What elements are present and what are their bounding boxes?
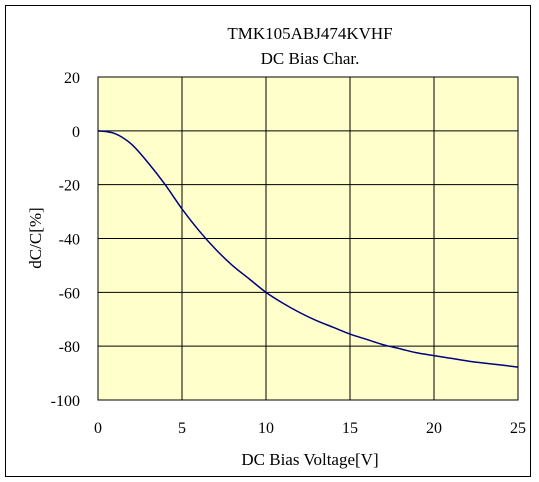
chart-subtitle: DC Bias Char. <box>261 49 360 68</box>
x-tick-label: 0 <box>94 420 102 437</box>
y-axis-label: dC/C[%] <box>26 207 45 268</box>
x-tick-label: 20 <box>426 420 442 437</box>
x-tick-label: 10 <box>258 420 274 437</box>
plot-border <box>97 76 519 401</box>
y-tick-label: -100 <box>51 393 80 410</box>
y-tick-label: 20 <box>64 70 80 87</box>
x-tick-label: 5 <box>178 420 186 437</box>
x-tick-label: 25 <box>510 420 526 437</box>
y-tick-label: -60 <box>59 285 80 302</box>
y-tick-label: 0 <box>72 124 80 141</box>
y-tick-label: -80 <box>59 339 80 356</box>
tick-labels: 0 5 10 15 20 25 20 0 -20 -40 -60 -80 -100 <box>51 70 526 437</box>
y-tick-label: -20 <box>59 178 80 195</box>
chart-title: TMK105ABJ474KVHF <box>227 24 392 43</box>
y-tick-label: -40 <box>59 232 80 249</box>
x-axis-label: DC Bias Voltage[V] <box>241 450 378 469</box>
x-tick-label: 15 <box>342 420 358 437</box>
series-line <box>97 130 519 368</box>
